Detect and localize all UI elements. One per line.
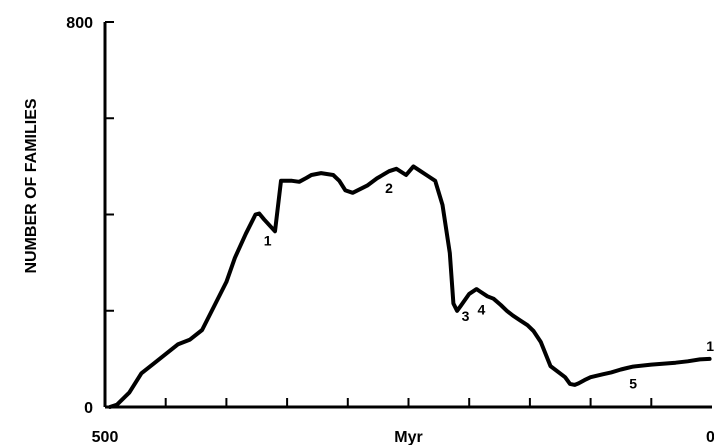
x-tick-label: Myr xyxy=(394,429,422,445)
x-tick-label: 0 xyxy=(706,429,714,445)
y-axis-label: NUMBER OF FAMILIES xyxy=(23,98,40,273)
extinction-event-label: 1 xyxy=(706,338,714,354)
extinction-event-label: 5 xyxy=(629,376,637,392)
extinction-event-label: 3 xyxy=(462,308,470,324)
y-tick-label: 800 xyxy=(66,15,93,32)
y-tick-label: 0 xyxy=(84,400,93,417)
tick-labels: 800 0 500 Myr 0 xyxy=(66,15,714,445)
series-line-families xyxy=(107,164,712,409)
extinction-event-label: 2 xyxy=(385,180,393,196)
extinction-event-labels: 1 2 3 4 5 1 xyxy=(264,180,714,391)
axes xyxy=(103,22,712,409)
extinction-event-label: 1 xyxy=(264,232,272,248)
x-tick-label: 500 xyxy=(92,429,119,445)
tick-marks xyxy=(105,21,653,407)
extinction-event-label: 4 xyxy=(477,301,485,317)
